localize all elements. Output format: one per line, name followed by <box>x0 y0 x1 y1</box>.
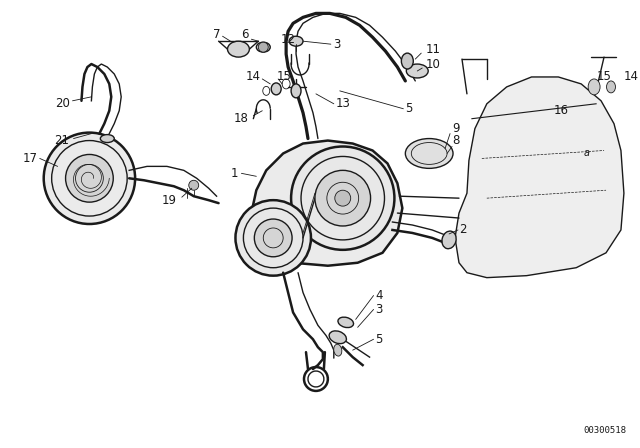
Ellipse shape <box>257 42 270 52</box>
Ellipse shape <box>442 231 456 249</box>
Circle shape <box>335 190 351 206</box>
Text: 8: 8 <box>452 134 460 147</box>
Text: 1: 1 <box>231 167 239 180</box>
Ellipse shape <box>329 331 346 344</box>
Text: 21: 21 <box>54 134 70 147</box>
Text: 10: 10 <box>425 57 440 70</box>
Text: 7: 7 <box>213 28 221 41</box>
Text: 6: 6 <box>241 28 248 41</box>
Text: 12: 12 <box>281 33 296 46</box>
Text: 2: 2 <box>459 224 467 237</box>
Ellipse shape <box>406 64 428 78</box>
Circle shape <box>44 133 135 224</box>
Ellipse shape <box>289 36 303 46</box>
Text: 4: 4 <box>376 289 383 302</box>
Circle shape <box>189 180 198 190</box>
Ellipse shape <box>588 79 600 95</box>
Circle shape <box>236 200 311 276</box>
Text: 13: 13 <box>336 97 351 110</box>
Polygon shape <box>252 141 403 266</box>
Ellipse shape <box>405 138 453 168</box>
Circle shape <box>254 219 292 257</box>
Circle shape <box>291 146 394 250</box>
Text: 19: 19 <box>162 194 177 207</box>
Text: 11: 11 <box>425 43 440 56</box>
Circle shape <box>315 170 371 226</box>
Ellipse shape <box>271 83 281 95</box>
Text: 00300518: 00300518 <box>583 426 626 435</box>
Text: 9: 9 <box>452 122 460 135</box>
Text: 14: 14 <box>624 70 639 83</box>
Ellipse shape <box>401 53 413 69</box>
Text: 14: 14 <box>245 70 260 83</box>
Circle shape <box>259 42 268 52</box>
Text: 15: 15 <box>276 70 291 83</box>
Circle shape <box>65 155 113 202</box>
Text: 3: 3 <box>333 38 340 51</box>
Text: 18: 18 <box>234 112 248 125</box>
Ellipse shape <box>100 134 115 142</box>
Text: 15: 15 <box>597 70 612 83</box>
Text: 20: 20 <box>54 97 70 110</box>
Ellipse shape <box>291 84 301 98</box>
Text: 5: 5 <box>405 102 413 115</box>
Ellipse shape <box>338 317 353 327</box>
Ellipse shape <box>227 41 250 57</box>
Text: 5: 5 <box>376 333 383 346</box>
Text: 3: 3 <box>376 303 383 316</box>
Text: 16: 16 <box>554 104 569 117</box>
Ellipse shape <box>333 344 342 356</box>
Polygon shape <box>455 77 624 278</box>
Text: a: a <box>583 148 589 159</box>
Ellipse shape <box>607 81 616 93</box>
Text: 17: 17 <box>23 152 38 165</box>
